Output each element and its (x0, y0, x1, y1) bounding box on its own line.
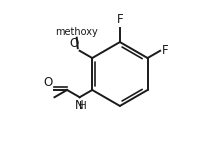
Text: methoxy: methoxy (55, 27, 98, 37)
Text: H: H (79, 101, 87, 111)
Text: F: F (117, 13, 123, 26)
Text: N: N (75, 99, 84, 112)
Text: F: F (162, 44, 168, 57)
Text: O: O (70, 37, 79, 50)
Text: O: O (44, 75, 53, 89)
